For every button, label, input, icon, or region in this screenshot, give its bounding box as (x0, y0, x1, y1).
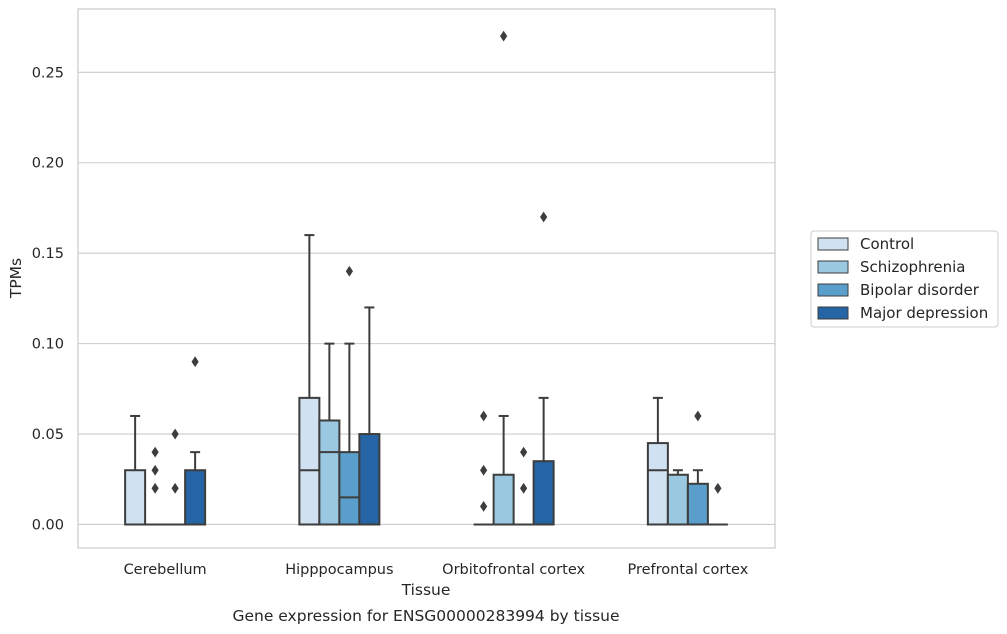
legend-label: Schizophrenia (860, 258, 965, 276)
box-iqr (532, 460, 555, 526)
box-iqr (298, 396, 321, 526)
outlier-point (480, 464, 488, 476)
outlier-point (520, 446, 528, 458)
legend-frame (810, 230, 999, 328)
legend-swatch (817, 306, 849, 320)
x-tick-label: Prefrontal cortex (627, 562, 748, 578)
x-tick-labels: Cerebellum Hipppocampus Orbitofrontal cort… (124, 562, 749, 578)
box-iqr (358, 433, 381, 526)
plot-frame (77, 8, 776, 549)
outlier-point (520, 482, 528, 494)
box (707, 482, 728, 526)
box-series-group (124, 30, 728, 526)
y-tick-label: 0.15 (32, 246, 64, 262)
outlier-point (191, 356, 199, 368)
box (492, 30, 515, 526)
y-tick-labels: 0.00 0.05 0.10 0.15 0.20 0.25 (32, 65, 64, 533)
outlier-point (345, 265, 353, 277)
box (532, 211, 555, 526)
box (686, 410, 709, 526)
box-iqr (184, 469, 207, 526)
outlier-point (500, 30, 508, 42)
box (473, 410, 494, 526)
legend-swatch (817, 260, 849, 274)
box-iqr (646, 442, 669, 526)
x-tick-label: Cerebellum (124, 562, 207, 578)
box-iqr (492, 473, 515, 526)
outlier-point (171, 428, 179, 440)
x-tick-label: Orbitofrontal cortex (442, 562, 585, 578)
x-tick-label: Hipppocampus (285, 562, 393, 578)
y-tick-label: 0.05 (32, 427, 64, 443)
box (124, 414, 147, 526)
outlier-point (151, 482, 159, 494)
y-tick-label: 0.10 (32, 337, 64, 353)
y-tick-label: 0.25 (32, 65, 64, 81)
box (358, 306, 381, 526)
legend-label: Bipolar disorder (860, 281, 980, 299)
outlier-point (480, 500, 488, 512)
outlier-point (480, 410, 488, 422)
plot-area (78, 9, 775, 548)
outlier-point (151, 464, 159, 476)
legend: Control Schizophrenia Bipolar disorder Majo… (810, 230, 999, 328)
box (165, 428, 186, 526)
box (184, 356, 207, 526)
legend-label: Control (860, 235, 914, 253)
chart-caption: Gene expression for ENSG00000283994 by t… (232, 607, 619, 625)
box (298, 234, 321, 526)
x-axis-label: Tissue (401, 581, 451, 599)
box-iqr (124, 469, 147, 526)
box (646, 396, 669, 526)
outlier-point (171, 482, 179, 494)
box (338, 265, 361, 526)
outlier-point (151, 446, 159, 458)
box-iqr (666, 473, 689, 526)
y-tick-label: 0.20 (32, 156, 64, 172)
box (513, 446, 534, 526)
legend-swatch (817, 237, 849, 251)
legend-label: Major depression (860, 304, 988, 322)
box-iqr (338, 451, 361, 526)
legend-items: Control Schizophrenia Bipolar disorder Majo… (817, 235, 988, 322)
outlier-point (714, 482, 722, 494)
box (145, 446, 166, 526)
box (666, 469, 689, 526)
y-axis-label: TPMs (7, 258, 25, 299)
outlier-point (694, 410, 702, 422)
box-iqr (318, 419, 341, 526)
outlier-point (540, 211, 548, 223)
box-iqr (686, 482, 709, 526)
y-tick-label: 0.00 (32, 517, 64, 533)
legend-swatch (817, 283, 849, 297)
